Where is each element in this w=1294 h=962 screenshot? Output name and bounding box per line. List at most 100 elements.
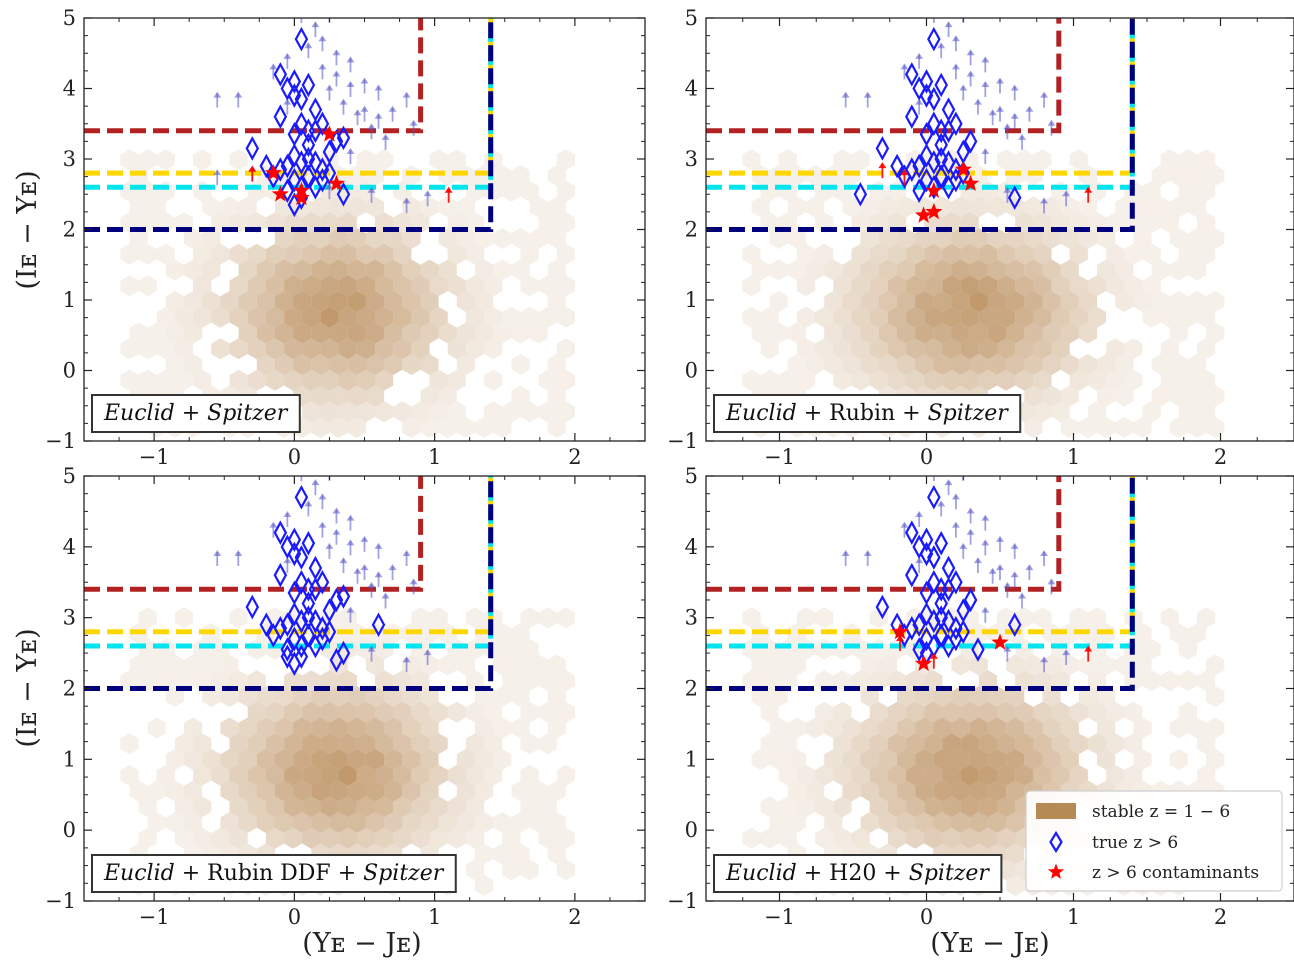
density-hex <box>833 338 852 360</box>
density-hex <box>1042 385 1061 407</box>
density-hex <box>165 780 184 802</box>
true-z6-point <box>934 72 948 98</box>
density-hex <box>402 812 421 833</box>
density-hex <box>520 733 539 755</box>
contaminant-point <box>925 181 943 198</box>
density-hex <box>247 306 266 328</box>
density-hex <box>338 243 357 265</box>
density-hex <box>978 306 997 328</box>
density-hex <box>769 291 788 312</box>
density-hex <box>1142 212 1161 234</box>
density-hex <box>1151 259 1170 281</box>
density-hex <box>942 733 961 755</box>
density-hex <box>556 764 575 786</box>
density-hex <box>860 322 879 344</box>
upper-limit-arrow <box>346 606 355 623</box>
density-hex <box>933 749 952 770</box>
density-hex <box>556 401 575 423</box>
density-hex <box>511 228 530 249</box>
upper-limit-arrow <box>900 521 909 538</box>
density-hex <box>511 623 530 644</box>
density-hex <box>1206 749 1225 770</box>
upper-limit-arrow <box>381 592 390 609</box>
density-hex <box>547 686 566 707</box>
density-hex <box>493 322 512 344</box>
density-hex <box>238 717 257 739</box>
density-hex <box>475 228 494 249</box>
density-hex <box>502 180 521 202</box>
density-hex <box>275 686 294 707</box>
density-hex <box>987 686 1007 707</box>
y-tick-label: 3 <box>63 147 76 171</box>
density-hex <box>347 686 366 707</box>
density-hex <box>878 322 897 344</box>
density-hex <box>751 686 770 707</box>
density-hex <box>815 338 834 360</box>
density-hex <box>511 812 530 833</box>
density-hex <box>547 196 566 218</box>
contaminant-point <box>962 174 980 191</box>
density-hex <box>924 733 943 755</box>
density-hex <box>120 338 139 360</box>
density-hex <box>842 196 861 218</box>
density-hex <box>238 322 257 344</box>
legend-label: stable z = 1 − 6 <box>1092 802 1230 822</box>
density-hex <box>174 369 194 391</box>
upper-limit-arrow <box>388 105 397 122</box>
density-hex <box>302 275 321 297</box>
density-hex <box>751 654 770 676</box>
true-z6-point <box>245 136 260 161</box>
density-hex <box>787 259 806 281</box>
density-hex <box>520 275 539 297</box>
true-z6-point <box>287 580 302 606</box>
upper-limit-arrow <box>374 542 383 559</box>
density-hex <box>969 354 988 375</box>
density-hex <box>969 291 988 312</box>
upper-limit-arrow <box>1025 564 1034 581</box>
density-hex <box>1060 354 1079 375</box>
density-hex <box>447 275 466 297</box>
density-hex <box>796 338 816 360</box>
density-hex <box>860 291 879 312</box>
density-hex <box>484 306 503 328</box>
density-hex <box>502 827 521 849</box>
density-hex <box>147 196 166 218</box>
true-z6-point <box>949 111 963 137</box>
density-hex <box>742 306 761 328</box>
panel-label-box <box>91 394 301 433</box>
density-hex <box>320 827 339 849</box>
density-hex <box>1133 417 1152 438</box>
density-hex <box>1006 717 1025 739</box>
upper-limit-arrow <box>332 528 341 545</box>
density-hex <box>338 369 357 391</box>
true-z6-points <box>245 484 386 676</box>
density-hex <box>987 322 1007 344</box>
density-hex <box>229 733 248 755</box>
density-hex <box>878 259 897 281</box>
y-tick-label: 3 <box>685 147 698 171</box>
density-hex <box>1033 369 1052 391</box>
density-hex <box>951 196 970 218</box>
upper-limit-arrow <box>900 63 909 80</box>
panel-label-part: + H20 + <box>797 861 909 886</box>
density-hex <box>1024 417 1043 438</box>
true-z6-point <box>934 146 948 172</box>
density-hex <box>833 701 852 723</box>
density-hex <box>356 796 375 818</box>
density-hex <box>329 322 348 344</box>
density-hex <box>933 291 952 312</box>
density-hex <box>833 306 852 328</box>
density-hex <box>511 654 530 676</box>
y-tick-label: 1 <box>63 288 76 312</box>
upper-limit-arrow <box>213 550 222 566</box>
density-hex <box>1051 733 1070 755</box>
density-hex <box>997 796 1016 818</box>
density-hex <box>520 670 539 692</box>
density-hex <box>960 369 979 391</box>
density-hex <box>329 354 348 375</box>
density-hex <box>511 165 530 186</box>
density-hex <box>365 322 385 344</box>
density-hex <box>897 749 916 770</box>
density-hex <box>229 243 248 265</box>
density-hex <box>265 701 285 723</box>
